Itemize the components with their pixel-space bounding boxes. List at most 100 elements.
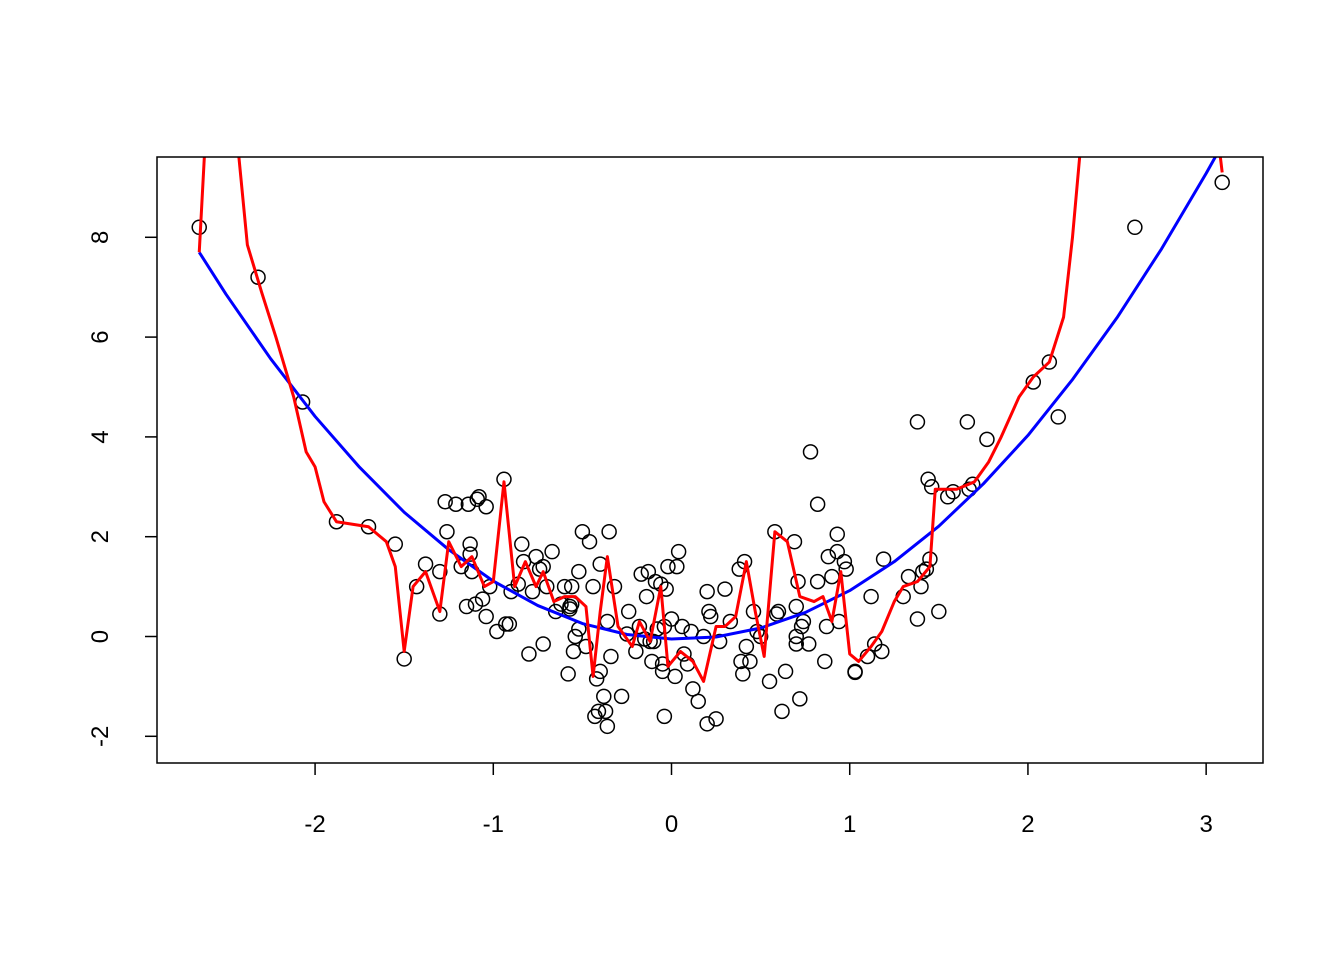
point bbox=[567, 628, 584, 645]
plot-area bbox=[191, 157, 1230, 735]
point bbox=[863, 588, 879, 605]
point bbox=[829, 526, 845, 542]
point bbox=[824, 568, 840, 585]
point bbox=[875, 551, 892, 567]
point bbox=[761, 673, 778, 690]
point bbox=[563, 578, 580, 595]
point bbox=[669, 558, 685, 575]
point bbox=[717, 581, 733, 597]
point bbox=[489, 623, 505, 640]
point bbox=[578, 638, 594, 655]
point bbox=[448, 496, 464, 513]
fit-line bbox=[197, 157, 1224, 683]
point bbox=[1050, 409, 1066, 425]
fit-line bbox=[197, 157, 1218, 641]
point bbox=[462, 536, 478, 552]
point bbox=[628, 643, 644, 660]
point bbox=[770, 603, 787, 620]
point bbox=[439, 523, 455, 540]
point bbox=[874, 643, 890, 660]
point bbox=[478, 608, 494, 625]
point bbox=[633, 566, 649, 582]
point bbox=[735, 666, 751, 682]
point bbox=[501, 616, 518, 632]
point bbox=[800, 636, 817, 652]
point bbox=[514, 536, 530, 552]
point bbox=[674, 618, 690, 635]
point bbox=[417, 556, 434, 572]
point bbox=[774, 703, 790, 720]
point bbox=[945, 484, 961, 500]
x-tick-label: 1 bbox=[843, 811, 856, 838]
point bbox=[817, 653, 833, 670]
point bbox=[660, 558, 676, 575]
x-tick-label: 0 bbox=[665, 811, 678, 838]
x-tick-label: -1 bbox=[483, 811, 504, 838]
point bbox=[460, 496, 477, 513]
point bbox=[699, 716, 715, 732]
point bbox=[613, 688, 630, 705]
point bbox=[544, 543, 560, 560]
point bbox=[478, 499, 494, 515]
point bbox=[708, 711, 724, 727]
point bbox=[638, 588, 655, 605]
point bbox=[603, 648, 619, 665]
y-tick-label: 4 bbox=[87, 430, 114, 443]
point bbox=[820, 548, 837, 565]
point bbox=[702, 608, 719, 625]
point bbox=[599, 718, 616, 735]
point bbox=[620, 603, 637, 620]
y-tick-label: 8 bbox=[87, 231, 114, 244]
point bbox=[788, 628, 805, 645]
point bbox=[733, 653, 749, 670]
point bbox=[788, 636, 805, 652]
point bbox=[590, 703, 607, 720]
point bbox=[644, 653, 660, 670]
point bbox=[556, 578, 573, 595]
point bbox=[792, 691, 808, 707]
point bbox=[838, 561, 854, 577]
point bbox=[809, 496, 826, 513]
point bbox=[524, 583, 541, 600]
point bbox=[836, 553, 853, 570]
point bbox=[909, 611, 926, 627]
point bbox=[408, 578, 425, 595]
x-tick-label: -2 bbox=[304, 811, 325, 838]
y-tick-label: 6 bbox=[87, 330, 114, 343]
point bbox=[585, 578, 601, 595]
y-tick-label: 0 bbox=[87, 630, 114, 643]
point bbox=[979, 431, 995, 448]
point bbox=[588, 671, 605, 687]
point bbox=[667, 668, 683, 685]
point bbox=[458, 598, 475, 615]
point bbox=[788, 598, 805, 615]
point bbox=[909, 414, 926, 430]
point bbox=[777, 663, 794, 680]
point bbox=[699, 583, 715, 600]
point bbox=[560, 666, 576, 682]
point bbox=[847, 663, 863, 680]
point bbox=[959, 414, 976, 430]
point bbox=[670, 543, 687, 560]
y-tick-label: 2 bbox=[87, 530, 114, 543]
point bbox=[809, 573, 826, 590]
point bbox=[690, 693, 706, 710]
point bbox=[474, 591, 491, 607]
point bbox=[571, 563, 587, 580]
point bbox=[396, 651, 412, 667]
point bbox=[521, 646, 537, 662]
point bbox=[915, 563, 931, 580]
point bbox=[738, 638, 755, 655]
point bbox=[656, 708, 673, 725]
point bbox=[1214, 174, 1230, 191]
point bbox=[923, 479, 940, 495]
point bbox=[432, 563, 448, 580]
point bbox=[437, 494, 453, 510]
point bbox=[587, 708, 603, 725]
point bbox=[1041, 354, 1058, 370]
point bbox=[601, 523, 617, 540]
point bbox=[920, 471, 936, 488]
point bbox=[599, 613, 616, 630]
x-tick-label: 2 bbox=[1021, 811, 1034, 838]
